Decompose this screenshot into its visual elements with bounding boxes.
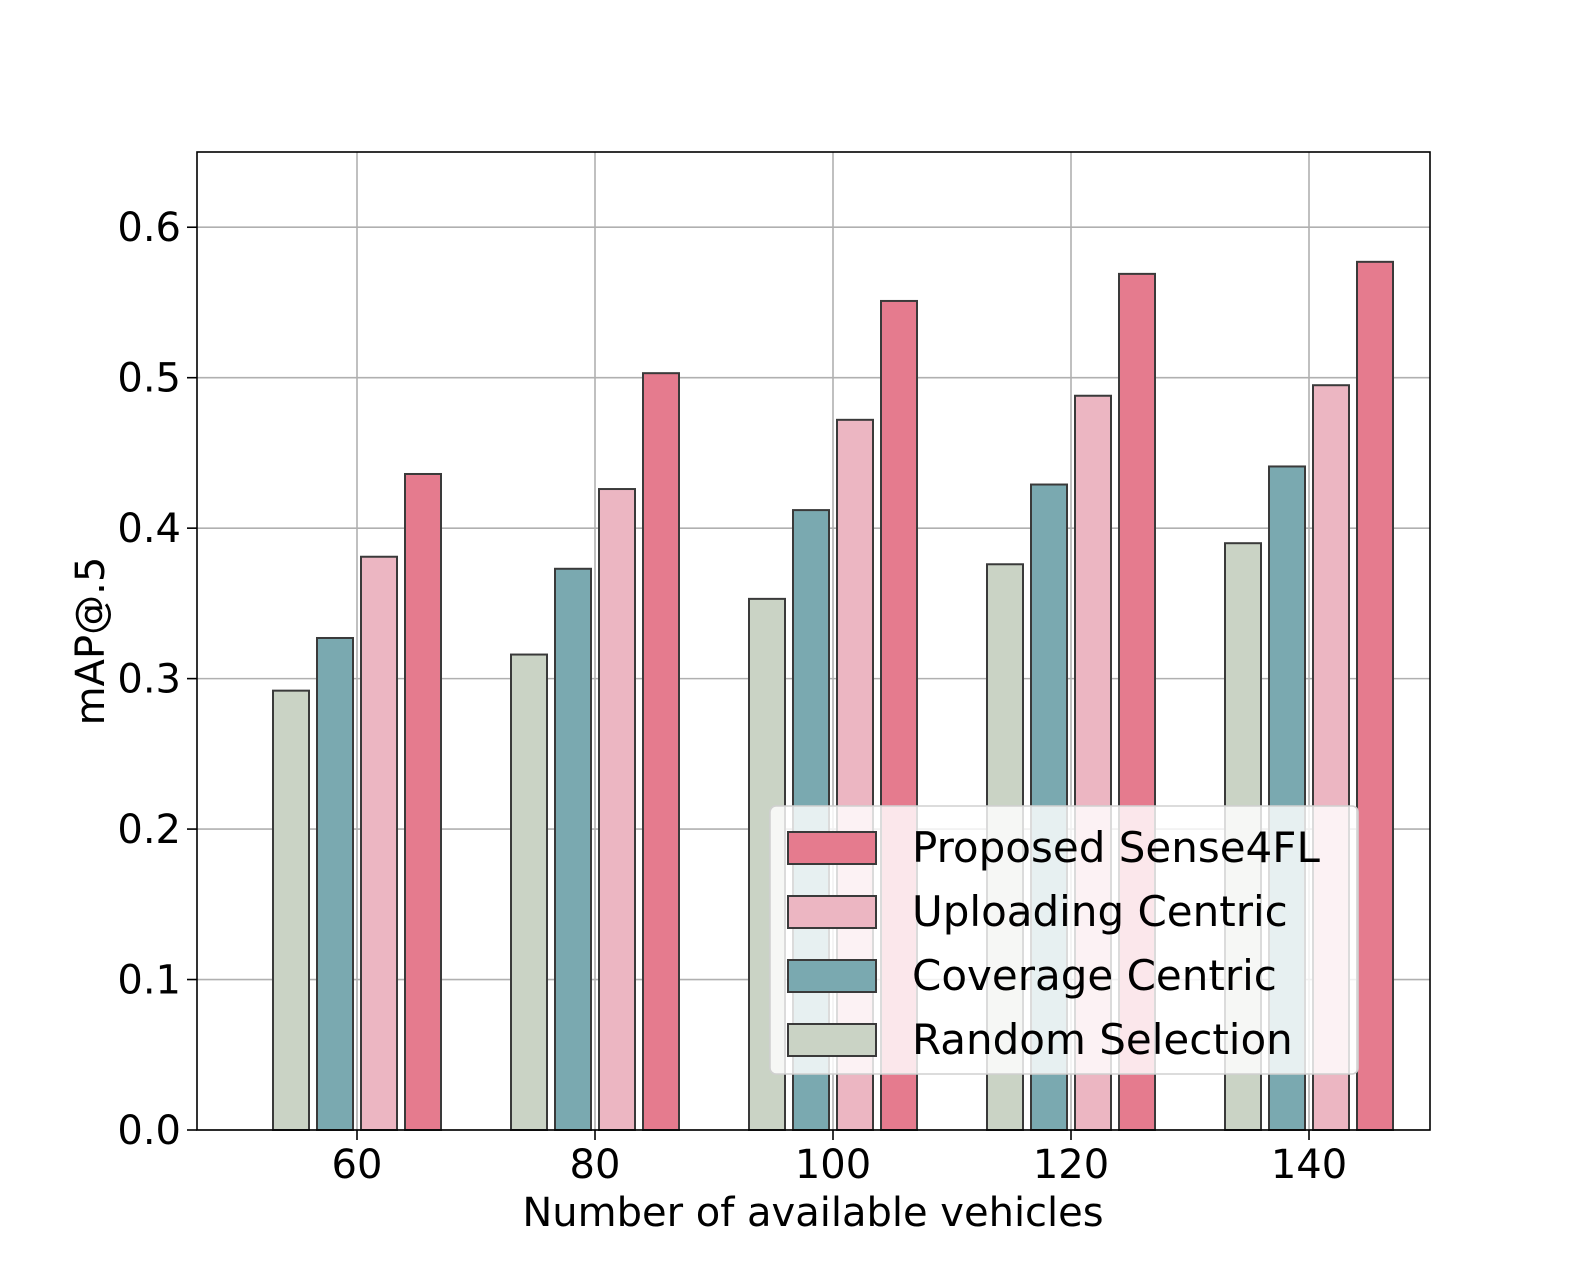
legend-label: Uploading Centric [912, 887, 1288, 936]
y-tick-label: 0.5 [117, 356, 181, 402]
y-tick-label: 0.6 [117, 205, 181, 251]
legend-swatch [787, 1023, 877, 1057]
legend-label: Random Selection [912, 1015, 1293, 1064]
bar-proposed-sense4fl-140 [1356, 260, 1394, 1131]
y-tick-label: 0.4 [117, 506, 181, 552]
legend-swatch [787, 831, 877, 865]
bar-random-selection-60 [272, 689, 310, 1131]
legend-label: Proposed Sense4FL [912, 823, 1320, 872]
y-tick-label: 0.0 [117, 1108, 181, 1154]
x-tick-label: 60 [332, 1142, 383, 1188]
y-axis-label: mAP@.5 [68, 557, 114, 726]
plot-frame [196, 151, 1431, 1131]
legend-swatch [787, 895, 877, 929]
bar-random-selection-80 [510, 653, 548, 1132]
y-tick-label: 0.3 [117, 657, 181, 703]
bar-coverage-centric-60 [316, 636, 354, 1131]
x-axis: 60 80 100 120 140 [332, 1130, 1347, 1188]
x-tick-label: 120 [1033, 1142, 1109, 1188]
y-tick-label: 0.2 [117, 807, 181, 853]
bar-proposed-sense4fl-80 [642, 372, 680, 1131]
legend-label: Coverage Centric [912, 951, 1277, 1000]
y-tick-label: 0.1 [117, 958, 181, 1004]
bar-uploading-centric-80 [598, 488, 636, 1131]
legend: Proposed Sense4FL Uploading Centric Covera… [769, 805, 1359, 1075]
y-axis: 0.0 0.1 0.2 0.3 0.4 0.5 0.6 [117, 205, 197, 1154]
bar-uploading-centric-60 [360, 555, 398, 1131]
bar-coverage-centric-80 [554, 567, 592, 1131]
x-tick-label: 80 [570, 1142, 621, 1188]
legend-swatch [787, 959, 877, 993]
x-tick-label: 100 [795, 1142, 871, 1188]
legend-box [769, 805, 1359, 1075]
x-axis-label: Number of available vehicles [522, 1190, 1103, 1236]
x-tick-label: 140 [1271, 1142, 1347, 1188]
bar-proposed-sense4fl-60 [404, 472, 442, 1132]
